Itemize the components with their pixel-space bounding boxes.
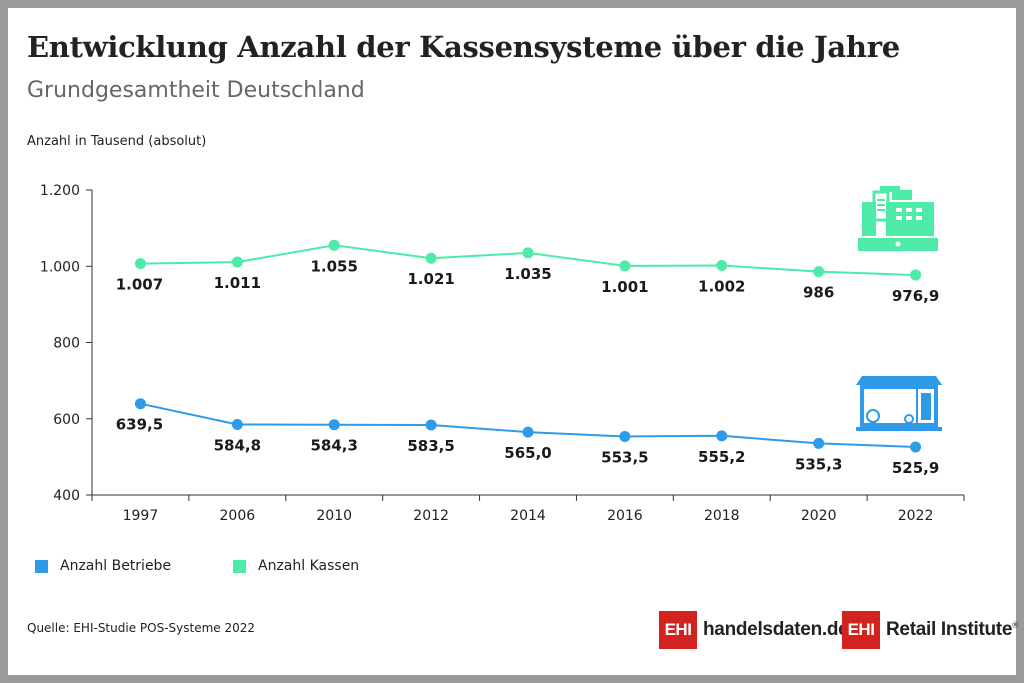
y-tick-label: 1.200 bbox=[40, 183, 80, 199]
x-tick-label: 2010 bbox=[316, 508, 352, 524]
chart-frame bbox=[8, 8, 1016, 675]
shop-icon bbox=[856, 376, 942, 431]
data-point bbox=[425, 252, 437, 264]
data-point bbox=[522, 426, 534, 438]
data-label: 976,9 bbox=[892, 287, 939, 305]
handelsdaten-logo-text: handelsdaten.de bbox=[703, 619, 849, 640]
data-label: 565,0 bbox=[504, 444, 551, 462]
data-point bbox=[619, 430, 631, 442]
registered-mark: ® bbox=[1012, 620, 1018, 630]
data-point bbox=[813, 437, 825, 449]
y-tick-label: 1.000 bbox=[40, 259, 80, 275]
legend-swatch-betriebe bbox=[35, 559, 48, 573]
data-label: 535,3 bbox=[795, 455, 842, 473]
data-point bbox=[425, 419, 437, 431]
data-label: 639,5 bbox=[116, 416, 163, 434]
data-point bbox=[231, 256, 243, 268]
data-label: 986 bbox=[803, 284, 834, 302]
ehi-retail-logo-box: EHI bbox=[842, 611, 880, 649]
data-label: 1.055 bbox=[310, 257, 357, 275]
data-point bbox=[134, 258, 146, 270]
data-label: 1.002 bbox=[698, 277, 745, 295]
x-tick-label: 2014 bbox=[510, 508, 546, 524]
data-point bbox=[910, 269, 922, 281]
data-point bbox=[910, 441, 922, 453]
data-label: 1.035 bbox=[504, 265, 551, 283]
data-label: 1.001 bbox=[601, 278, 648, 296]
legend-item-kassen: Anzahl Kassen bbox=[233, 558, 359, 574]
legend-label-kassen: Anzahl Kassen bbox=[258, 558, 360, 574]
data-points bbox=[134, 239, 922, 453]
x-tick-label: 2006 bbox=[220, 508, 256, 524]
y-tick-label: 400 bbox=[53, 488, 80, 504]
axes: 400 600 800 1.000 1.200 1997 2006 2010 2012 2014 2… bbox=[40, 183, 965, 524]
data-point bbox=[716, 430, 728, 442]
data-label: 584,3 bbox=[310, 437, 357, 455]
data-label: 583,5 bbox=[407, 437, 454, 455]
data-label: 1.011 bbox=[214, 274, 261, 292]
data-point bbox=[716, 259, 728, 271]
data-point bbox=[813, 266, 825, 278]
legend-swatch-kassen bbox=[233, 559, 246, 573]
data-label: 553,5 bbox=[601, 448, 648, 466]
y-tick-label: 600 bbox=[53, 412, 80, 428]
cash-register-icon bbox=[858, 186, 938, 251]
data-label: 555,2 bbox=[698, 448, 745, 466]
x-tick-label: 2022 bbox=[898, 508, 934, 524]
data-labels: 639,5 584,8 584,3 583,5 565,0 553,5 555,2 535,3… bbox=[116, 257, 940, 477]
y-axis-label: Anzahl in Tausend (absolut) bbox=[27, 134, 207, 149]
data-point bbox=[231, 419, 243, 431]
data-point bbox=[522, 247, 534, 259]
data-point bbox=[328, 239, 340, 251]
x-tick-label: 1997 bbox=[123, 508, 159, 524]
handelsdaten-logo: EHI handelsdaten.de bbox=[659, 611, 849, 649]
legend-label-betriebe: Anzahl Betriebe bbox=[60, 558, 172, 574]
data-label: 1.007 bbox=[116, 276, 163, 294]
chart-title: Entwicklung Anzahl der Kassensysteme übe… bbox=[27, 30, 900, 64]
x-tick-label: 2018 bbox=[704, 508, 740, 524]
data-label: 1.021 bbox=[407, 270, 454, 288]
data-point bbox=[134, 398, 146, 410]
data-point bbox=[328, 419, 340, 431]
data-label: 525,9 bbox=[892, 459, 939, 477]
x-tick-label: 2012 bbox=[413, 508, 449, 524]
chart-subtitle: Grundgesamtheit Deutschland bbox=[27, 78, 365, 103]
ehi-retail-logo: EHI Retail Institute® bbox=[842, 611, 1018, 649]
data-point bbox=[619, 260, 631, 272]
legend-item-betriebe: Anzahl Betriebe bbox=[35, 558, 171, 574]
handelsdaten-logo-box: EHI bbox=[659, 611, 697, 649]
ehi-retail-logo-name: Retail Institute bbox=[886, 619, 1013, 640]
source-note: Quelle: EHI-Studie POS-Systeme 2022 bbox=[27, 621, 256, 635]
y-tick-label: 800 bbox=[53, 336, 80, 352]
x-tick-label: 2020 bbox=[801, 508, 837, 524]
ehi-retail-logo-text: Retail Institute® bbox=[886, 619, 1018, 641]
data-label: 584,8 bbox=[214, 437, 261, 455]
x-tick-label: 2016 bbox=[607, 508, 643, 524]
